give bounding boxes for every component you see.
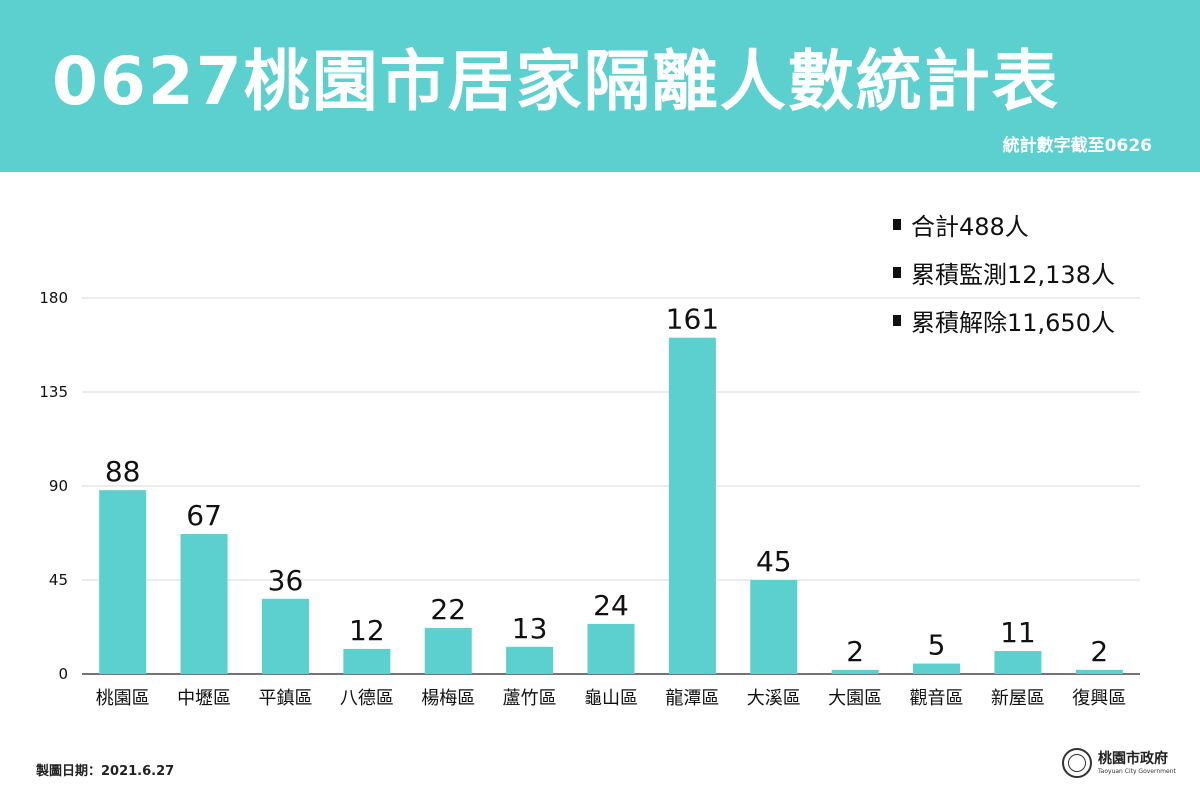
x-tick-label: 八德區: [340, 688, 394, 709]
data-label: 11: [1000, 616, 1036, 649]
x-tick-label: 平鎮區: [258, 688, 312, 709]
data-label: 2: [1090, 635, 1108, 668]
bar: [913, 663, 961, 674]
bar: [750, 580, 798, 674]
x-tick-label: 蘆竹區: [503, 688, 557, 709]
square-bullet-icon: [893, 266, 901, 278]
y-tick-label: 0: [58, 665, 68, 683]
bar: [261, 598, 309, 674]
x-tick-label: 復興區: [1072, 688, 1126, 709]
data-label: 24: [593, 589, 629, 622]
bar: [994, 651, 1042, 674]
data-label: 67: [186, 499, 222, 532]
bar: [831, 669, 879, 674]
city-seal-icon: [1062, 748, 1092, 778]
data-label: 88: [105, 455, 141, 488]
y-tick-label: 45: [49, 571, 68, 589]
summary-monitored: 累積監測12,138人: [893, 248, 1193, 296]
y-tick-label: 90: [49, 477, 68, 495]
x-tick-label: 大園區: [828, 688, 882, 709]
summary-released: 累積解除11,650人: [893, 296, 1193, 344]
square-bullet-icon: [893, 314, 901, 326]
x-tick-label: 中壢區: [177, 688, 231, 709]
bar: [180, 534, 228, 674]
x-tick-label: 新屋區: [991, 688, 1045, 709]
data-label: 45: [756, 545, 792, 578]
summary-total-text: 合計488人: [911, 212, 1029, 241]
data-label: 12: [349, 614, 385, 647]
data-label: 161: [666, 303, 719, 336]
x-tick-label: 大溪區: [747, 688, 801, 709]
bar-chart: 0459013518088桃園區67中壢區36平鎮區12八德區22楊梅區13蘆竹…: [39, 289, 1140, 709]
y-tick-label: 135: [39, 383, 68, 401]
data-label: 13: [512, 612, 548, 645]
logo-name-en: Taoyuan City Government: [1098, 767, 1176, 775]
data-label: 22: [430, 593, 466, 626]
summary-released-text: 累積解除11,650人: [911, 308, 1115, 337]
bar: [424, 628, 472, 674]
x-tick-label: 龜山區: [584, 688, 638, 709]
logo-name-cn: 桃園市政府: [1098, 750, 1168, 767]
y-tick-label: 180: [39, 289, 68, 307]
data-label: 5: [928, 629, 946, 662]
summary-list: 合計488人 累積監測12,138人 累積解除11,650人: [893, 200, 1193, 344]
bar: [343, 648, 391, 674]
x-tick-label: 楊梅區: [421, 688, 475, 709]
bar: [587, 623, 635, 674]
bar: [1075, 669, 1123, 674]
x-tick-label: 龍潭區: [665, 688, 719, 709]
bar: [506, 646, 554, 674]
government-logo: 桃園市政府 Taoyuan City Government: [1062, 748, 1176, 778]
summary-monitored-text: 累積監測12,138人: [911, 260, 1115, 289]
data-label: 2: [846, 635, 864, 668]
data-label: 36: [268, 564, 304, 597]
x-tick-label: 桃園區: [96, 688, 150, 709]
x-tick-label: 觀音區: [910, 688, 964, 709]
data-cutoff-note: 統計數字截至0626: [1002, 136, 1152, 156]
header-banner: [0, 0, 1200, 172]
chart-date: 製圖日期：2021.6.27: [36, 764, 175, 779]
page-title: 0627桃園市居家隔離人數統計表: [52, 43, 1060, 120]
bar: [99, 490, 147, 674]
summary-total: 合計488人: [893, 200, 1193, 248]
bar: [668, 337, 716, 674]
square-bullet-icon: [893, 218, 901, 230]
